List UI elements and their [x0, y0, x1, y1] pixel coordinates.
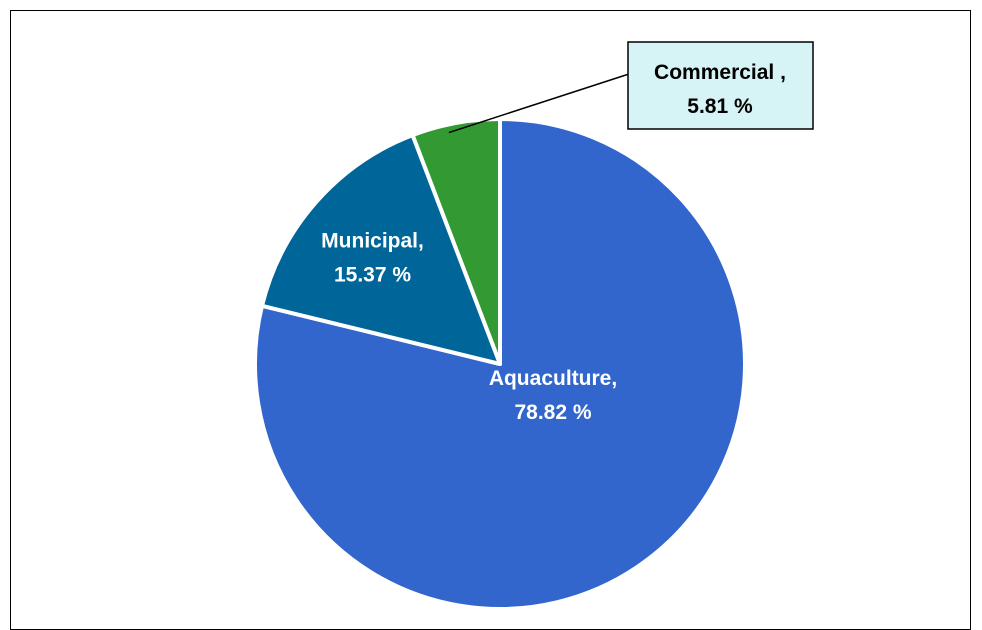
slice-label-municipal-line-2: 15.37 %	[334, 264, 411, 287]
slice-label-commercial-line-1: Commercial ,	[654, 61, 786, 84]
slice-label-aquaculture-line-2: 78.82 %	[514, 401, 591, 424]
pie-slices	[253, 117, 747, 611]
slice-label-municipal: Municipal, 15.37 %	[321, 230, 424, 287]
slice-label-municipal-line-1: Municipal,	[321, 230, 424, 253]
slice-label-commercial-line-2: 5.81 %	[687, 95, 753, 118]
pie-labels: Commercial , 5.81 % Aquaculture, 78.82 % Mun…	[321, 41, 814, 424]
slice-label-commercial: Commercial , 5.81 %	[654, 61, 786, 118]
slice-label-aquaculture: Aquaculture, 78.82 %	[489, 367, 617, 424]
slice-label-aquaculture-line-1: Aquaculture,	[489, 367, 617, 390]
callout-box	[627, 41, 814, 130]
callout-leader-line	[448, 72, 633, 134]
pie-slice-municipal	[260, 133, 502, 366]
